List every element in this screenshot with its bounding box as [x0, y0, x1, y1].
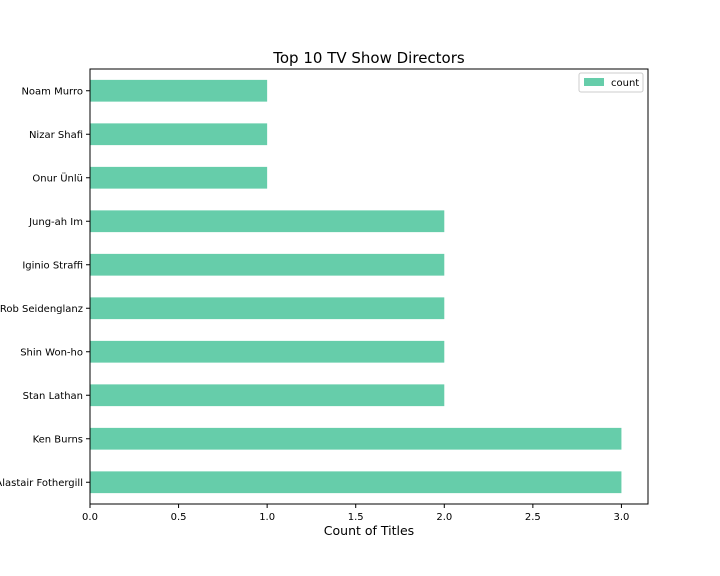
chart-title: Top 10 TV Show Directors [272, 49, 465, 67]
x-tick-label: 3.0 [613, 512, 629, 523]
bar [90, 471, 622, 494]
bar [90, 340, 445, 363]
y-tick-label: Rob Seidenglanz [0, 304, 83, 315]
bar [90, 427, 622, 450]
legend-box [578, 72, 644, 93]
y-tick-label: Noam Murro [21, 86, 83, 97]
bar [90, 123, 268, 146]
x-tick-label: 1.5 [348, 512, 364, 523]
x-tick-label: 0.5 [171, 512, 187, 523]
bar [90, 384, 445, 407]
bar [90, 166, 268, 189]
legend: count [578, 72, 644, 93]
x-tick-label: 0.0 [82, 512, 98, 523]
y-axis: Noam Murro Nizar Shafi Onur Ünlü Jung-ah Im… [0, 86, 90, 489]
x-axis-label: Count of Titles [324, 523, 414, 538]
x-tick-label: 1.0 [259, 512, 275, 523]
legend-swatch [584, 78, 604, 86]
plot-frame [89, 68, 649, 505]
y-tick-label: Nizar Shafi [29, 130, 83, 141]
bars-group [90, 79, 622, 494]
x-tick-label: 2.0 [436, 512, 452, 523]
y-tick-label: Ken Burns [33, 434, 83, 445]
y-tick-label: Iginio Straffi [22, 260, 83, 271]
x-tick-label: 2.5 [525, 512, 541, 523]
bar [90, 297, 445, 320]
x-axis: 0.0 0.5 1.0 1.5 2.0 2.5 3.0 [82, 504, 629, 523]
y-tick-label: Stan Lathan [23, 391, 83, 402]
y-tick-label: Jung-ah Im [28, 217, 83, 228]
y-tick-label: Onur Ünlü [32, 171, 83, 184]
bar [90, 210, 445, 233]
y-tick-label: Alastair Fothergill [0, 478, 83, 489]
bar [90, 253, 445, 276]
y-tick-label: Shin Won-ho [20, 347, 83, 358]
bar [90, 79, 268, 102]
legend-label: count [611, 78, 639, 89]
